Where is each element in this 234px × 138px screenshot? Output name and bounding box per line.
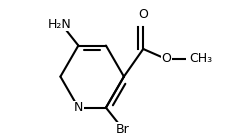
Text: H₂N: H₂N — [48, 18, 72, 31]
Text: CH₃: CH₃ — [190, 52, 212, 65]
Text: Br: Br — [116, 123, 129, 136]
Text: N: N — [74, 101, 83, 114]
Text: O: O — [138, 8, 148, 21]
Text: O: O — [162, 52, 172, 65]
